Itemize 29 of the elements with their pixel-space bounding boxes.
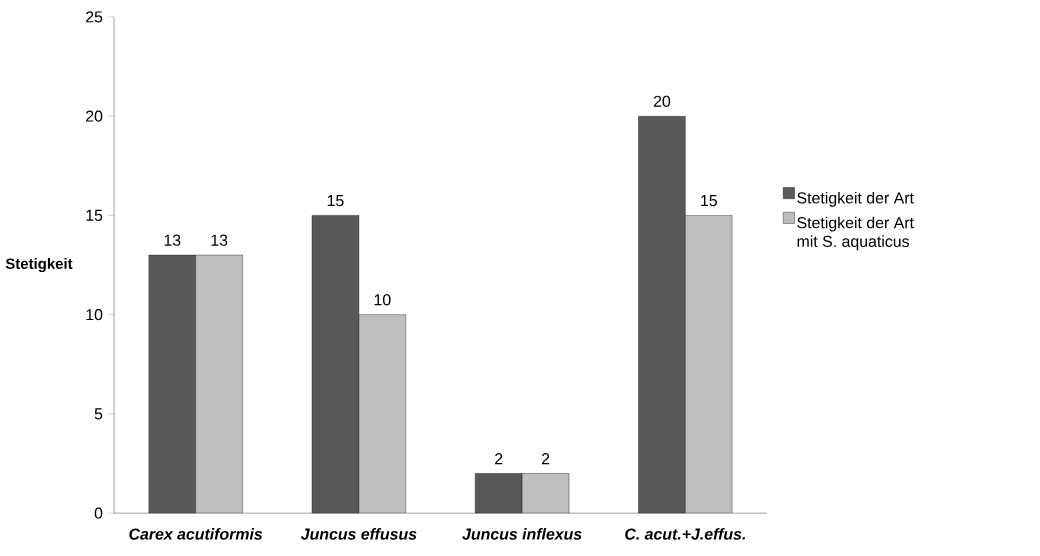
bar <box>195 254 243 513</box>
y-tick-label: 5 <box>94 408 103 420</box>
y-tick-label: 0 <box>94 507 103 519</box>
data-label: 13 <box>164 234 181 246</box>
y-axis-title: Stetigkeit <box>5 257 73 272</box>
bar <box>638 115 686 513</box>
bar <box>148 254 196 513</box>
bar <box>685 215 733 513</box>
legend-label: Stetigkeit der Art mit S. aquaticus <box>797 216 914 251</box>
y-tick-label: 10 <box>86 308 103 321</box>
data-label: 15 <box>701 194 717 207</box>
bar <box>312 215 359 513</box>
y-tick-label: 25 <box>86 11 103 23</box>
legend-label: Stetigkeit der Art <box>797 191 914 207</box>
data-label: 10 <box>374 294 391 306</box>
y-tick-label: 15 <box>86 209 103 221</box>
x-tick-label: Juncus effusus <box>300 527 417 540</box>
bar <box>358 314 406 513</box>
data-label: 2 <box>495 452 503 465</box>
data-label: 20 <box>653 95 671 107</box>
x-tick-label: Carex acutiformis <box>129 527 263 540</box>
x-tick-label: C. acut.+J.effus. <box>625 527 746 540</box>
bar <box>522 473 570 513</box>
data-label: 2 <box>541 452 550 465</box>
data-label: 13 <box>211 234 228 246</box>
x-tick-label: Juncus inflexus <box>462 527 582 540</box>
data-label: 15 <box>327 194 344 207</box>
bar <box>475 473 523 513</box>
y-tick-label: 20 <box>86 110 103 122</box>
